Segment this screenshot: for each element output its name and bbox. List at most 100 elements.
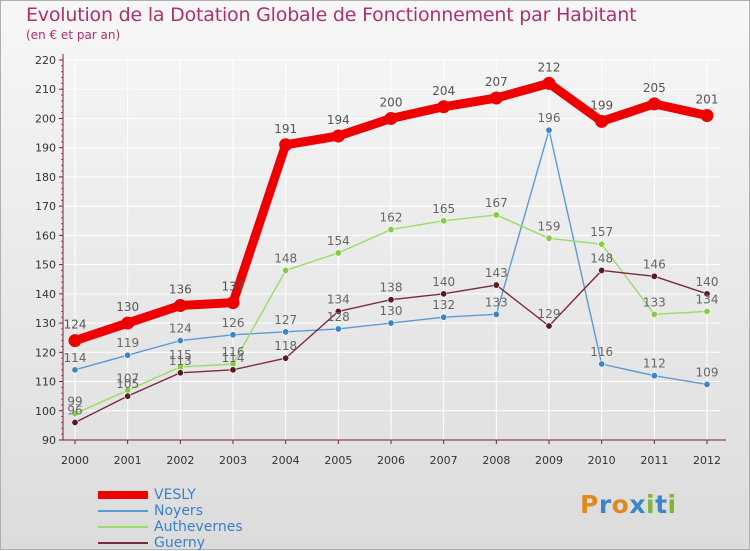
data-label-authevernes: 133 <box>643 295 666 309</box>
data-point-noyers <box>124 351 132 359</box>
data-label-noyers: 112 <box>643 357 666 371</box>
data-label-guerny: 118 <box>274 339 297 353</box>
data-point-vesly <box>647 97 661 111</box>
data-point-noyers <box>440 313 448 321</box>
data-label-guerny: 138 <box>380 281 403 295</box>
y-tick-label: 220 <box>35 54 56 67</box>
legend: VESLY Noyers Authevernes Guerny <box>98 487 243 551</box>
data-point-guerny <box>71 418 79 426</box>
y-tick-label: 110 <box>35 376 56 389</box>
data-label-guerny: 105 <box>116 377 139 391</box>
data-labels: 124 130 136 137 191 194 200 204 207 212 199 205 201 1… <box>64 60 719 417</box>
y-tick-label: 130 <box>35 317 56 330</box>
grid-lines <box>63 59 720 441</box>
data-label-noyers: 116 <box>590 345 613 359</box>
legend-item-noyers: Noyers <box>98 503 243 519</box>
data-label-guerny: 140 <box>696 275 719 289</box>
data-label-vesly: 201 <box>696 93 719 107</box>
y-tick-label: 140 <box>35 288 56 301</box>
data-label-guerny: 134 <box>327 292 350 306</box>
legend-swatch <box>98 542 148 544</box>
legend-label: Noyers <box>154 503 203 519</box>
y-tick-label: 100 <box>35 405 56 418</box>
x-tick-label: 2004 <box>272 454 300 467</box>
data-label-authevernes: 107 <box>116 371 139 385</box>
data-label-guerny: 140 <box>432 275 455 289</box>
data-label-vesly: 124 <box>64 318 87 332</box>
data-label-noyers: 130 <box>380 304 403 318</box>
data-label-authevernes: 134 <box>696 292 719 306</box>
data-label-vesly: 194 <box>327 113 350 127</box>
chart-title: Evolution de la Dotation Globale de Fonc… <box>26 4 637 26</box>
axes: 90 100 110 120 130 140 150 160 170 180 190 200 210 22… <box>35 54 726 467</box>
x-tick-label: 2009 <box>535 454 563 467</box>
data-label-authevernes: 159 <box>538 219 561 233</box>
data-point-noyers <box>545 126 553 134</box>
y-tick-label: 160 <box>35 229 56 242</box>
data-point-noyers <box>71 366 79 374</box>
data-label-guerny: 143 <box>485 266 508 280</box>
data-point-guerny <box>492 281 500 289</box>
data-label-vesly: 137 <box>222 280 245 294</box>
data-point-noyers <box>598 360 606 368</box>
data-point-vesly <box>384 111 398 125</box>
data-point-noyers <box>703 380 711 388</box>
x-tick-label: 2012 <box>693 454 721 467</box>
series-layer <box>68 76 714 426</box>
x-tick-label: 2001 <box>114 454 142 467</box>
data-label-authevernes: 167 <box>485 196 508 210</box>
data-point-guerny <box>440 290 448 298</box>
data-label-vesly: 205 <box>643 81 666 95</box>
x-tick-label: 2010 <box>588 454 616 467</box>
y-tick-label: 200 <box>35 112 56 125</box>
x-tick-label: 2008 <box>482 454 510 467</box>
proxiti-logo: Proxiti <box>580 490 677 519</box>
legend-item-vesly: VESLY <box>98 487 243 503</box>
data-label-authevernes: 115 <box>169 348 192 362</box>
legend-swatch <box>98 491 148 499</box>
y-tick-label: 150 <box>35 259 56 272</box>
data-point-authevernes <box>703 307 711 315</box>
data-label-noyers: 126 <box>222 316 245 330</box>
data-point-vesly <box>489 91 503 105</box>
data-point-noyers <box>176 337 184 345</box>
data-point-guerny <box>334 307 342 315</box>
data-label-noyers: 114 <box>64 351 87 365</box>
x-tick-label: 2007 <box>430 454 458 467</box>
data-label-vesly: 204 <box>432 84 455 98</box>
data-point-vesly <box>226 296 240 310</box>
data-point-guerny <box>598 266 606 274</box>
data-point-authevernes <box>492 211 500 219</box>
data-point-vesly <box>595 114 609 128</box>
legend-label: VESLY <box>154 487 196 503</box>
data-label-guerny: 146 <box>643 257 666 271</box>
data-label-noyers: 109 <box>696 365 719 379</box>
x-tick-label: 2002 <box>166 454 194 467</box>
chart-subtitle: (en € et par an) <box>26 28 121 42</box>
data-label-noyers: 196 <box>538 111 561 125</box>
y-tick-label: 120 <box>35 346 56 359</box>
data-label-authevernes: 157 <box>590 225 613 239</box>
data-label-vesly: 136 <box>169 283 192 297</box>
data-point-authevernes <box>334 249 342 257</box>
data-point-noyers <box>282 328 290 336</box>
data-point-authevernes <box>598 240 606 248</box>
data-point-vesly <box>542 76 556 90</box>
data-label-noyers: 133 <box>485 295 508 309</box>
legend-item-guerny: Guerny <box>98 535 243 551</box>
data-point-vesly <box>279 138 293 152</box>
data-label-guerny: 129 <box>538 307 561 321</box>
data-point-guerny <box>650 272 658 280</box>
y-tick-label: 190 <box>35 142 56 155</box>
data-label-noyers: 128 <box>327 310 350 324</box>
legend-swatch <box>98 510 148 512</box>
data-point-authevernes <box>650 310 658 318</box>
data-point-noyers <box>650 372 658 380</box>
legend-swatch <box>98 526 148 528</box>
data-label-noyers: 124 <box>169 322 192 336</box>
data-label-guerny: 148 <box>590 251 613 265</box>
x-tick-label: 2006 <box>377 454 405 467</box>
data-point-vesly <box>331 129 345 143</box>
data-point-guerny <box>703 290 711 298</box>
